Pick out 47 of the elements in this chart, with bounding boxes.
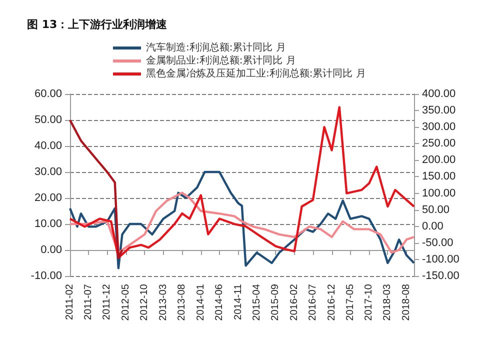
y-tick-label: 30.00 [34,166,62,178]
line-series [68,170,416,270]
y2-tick-label: 200.00 [422,154,456,166]
x-tick-label: 2012-05 [120,284,132,321]
y-tick-label: 0.00 [40,244,62,256]
x-tick-label: 2017-05 [344,284,356,321]
y-tick-label: 50.00 [34,114,62,126]
x-tick-label: 2015-09 [270,284,282,321]
x-tick-label: 2015-04 [251,284,262,321]
x-tick-label: 2016-12 [326,284,338,321]
y-tick-label: -10.00 [30,270,62,282]
line-series [68,119,124,259]
y2-tick-label: 250.00 [422,138,456,150]
y2-tick-label: 150.00 [422,170,456,183]
line-series [68,192,416,254]
line-series [68,106,416,259]
y-tick-label: 10.00 [34,218,62,230]
y2-tick-label: 100.00 [422,187,456,200]
x-tick-label: 2014-06 [214,284,225,321]
y2-tick-label: 50.00 [422,204,450,216]
y-tick-label: 20.00 [34,192,62,204]
x-tick-label: 2018-03 [382,284,394,321]
x-tick-label: 2018-08 [401,284,412,321]
x-tick-label: 2011-07 [82,284,94,320]
y2-tick-label: 0.00 [422,220,444,232]
x-tick-label: 2016-02 [288,284,300,321]
x-tick-label: 2012-10 [139,284,150,321]
legend-label: 汽车制造:利润总额:累计同比 月 [146,42,286,54]
x-tick-label: 2016-07 [307,284,318,321]
legend-label: 金属制品业:利润总额:累计同比 月 [146,54,296,66]
y2-tick-label: -150.00 [422,270,460,282]
x-tick-label: 2014-11 [232,284,244,320]
x-tick-label: 2017-10 [364,284,375,321]
y2-tick-label: 400.00 [422,88,456,100]
y-tick-label: 40.00 [34,140,62,152]
legend-label: 黑色金属冶炼及压延加工业:利润总额:累计同比 月 [146,68,366,80]
y2-tick-label: 300.00 [422,121,456,134]
x-tick-label: 2014-01 [195,284,206,321]
x-tick-label: 2013-08 [176,284,188,321]
y2-tick-label: -100.00 [422,253,460,266]
y2-tick-label: -50.00 [422,236,454,249]
y2-tick-label: 350.00 [422,104,456,117]
chart-title: 图 13：上下游行业利润增速 [27,18,168,31]
y-tick-label: 60.00 [34,88,62,100]
x-tick-label: 2011-02 [64,284,76,320]
x-tick-label: 2011-12 [102,284,113,320]
x-tick-label: 2013-03 [158,284,169,321]
